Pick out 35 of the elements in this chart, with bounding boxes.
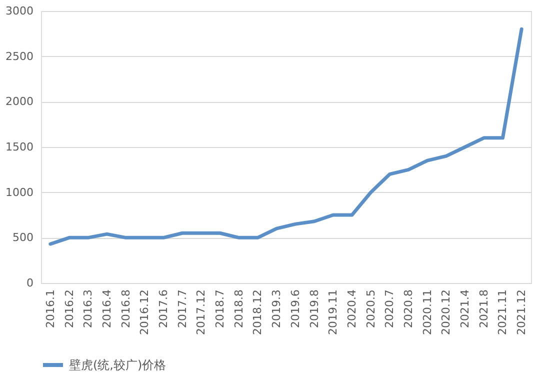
line-series <box>48 27 524 246</box>
y-tick-label: 1000 <box>6 186 34 199</box>
x-tick-label: 2018.7 <box>214 290 227 328</box>
legend-label: 壁虎(统,较广)价格 <box>69 358 166 372</box>
x-tick-label: 2019.3 <box>270 290 284 328</box>
y-tick-label: 3000 <box>6 4 34 18</box>
y-tick-label: 500 <box>12 231 34 244</box>
x-tick-label: 2016.1 <box>44 290 57 328</box>
x-tick-label: 2020.12 <box>440 290 453 335</box>
x-tick-label: 2020.7 <box>383 290 396 328</box>
y-tick-label: 2500 <box>6 50 34 63</box>
y-tick-label: 1500 <box>6 140 34 154</box>
x-tick-label: 2017.12 <box>194 290 208 335</box>
x-tick-label: 2016.2 <box>62 290 76 328</box>
x-tick-label: 2021.4 <box>458 290 472 328</box>
y-tick-label: 2000 <box>6 95 34 108</box>
x-tick-label: 2020.4 <box>345 290 358 328</box>
x-tick-label: 2021.11 <box>496 290 510 335</box>
x-tick-label: 2017.6 <box>157 290 170 328</box>
x-tick-label: 2020.11 <box>420 290 434 335</box>
x-tick-label: 2018.12 <box>251 290 264 335</box>
x-tick-label: 2021.12 <box>515 290 528 335</box>
x-tick-label: 2016.3 <box>82 290 95 328</box>
x-tick-label: 2020.8 <box>402 290 415 328</box>
x-tick-label: 2016.8 <box>119 290 132 328</box>
x-tick-label: 2016.12 <box>138 290 152 335</box>
x-tick-label: 2021.8 <box>477 290 490 328</box>
x-tick-label: 2016.4 <box>100 290 114 328</box>
y-tick-label: 0 <box>26 276 34 290</box>
x-tick-label: 2017.7 <box>176 290 189 328</box>
x-tick-label: 2019.6 <box>288 290 302 328</box>
x-tick-label: 2019.11 <box>326 290 340 335</box>
x-tick-label: 2020.5 <box>364 290 378 328</box>
x-tick-label: 2019.8 <box>308 290 321 328</box>
x-tick-label: 2018.8 <box>232 290 246 328</box>
